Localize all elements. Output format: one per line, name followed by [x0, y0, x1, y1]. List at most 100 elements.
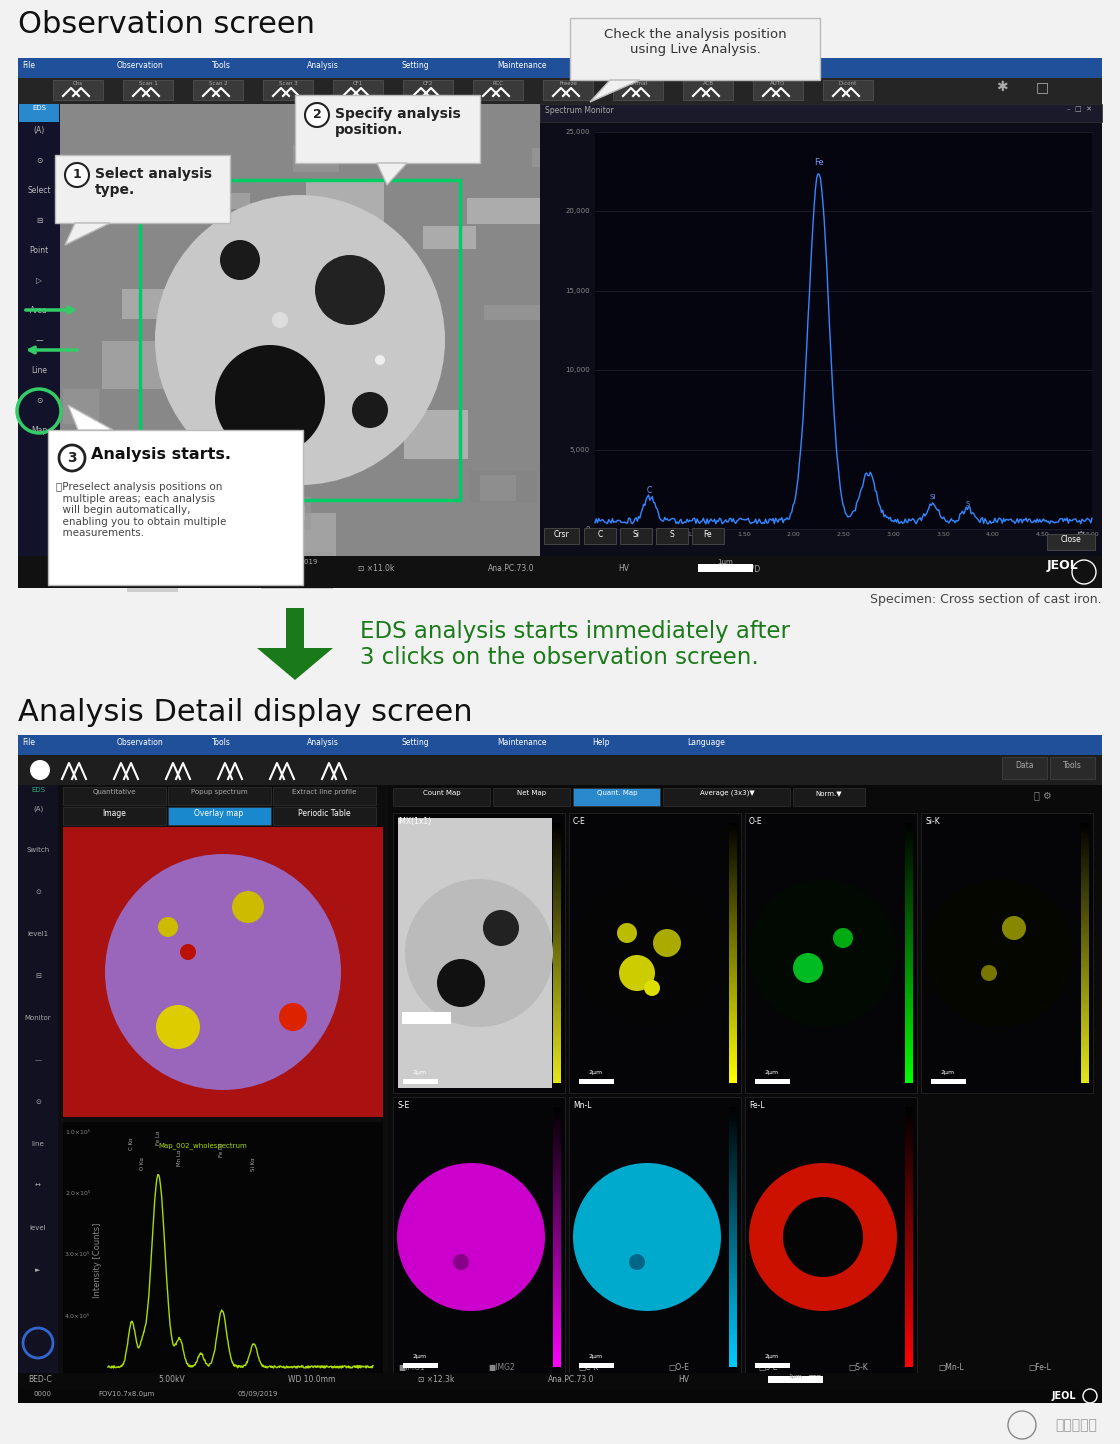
Bar [218, 193, 250, 209]
Bar [579, 1079, 614, 1084]
Bar [473, 79, 523, 100]
Bar [352, 387, 390, 430]
Bar [595, 131, 1092, 529]
Text: S/D: S/D [748, 565, 762, 573]
Text: Setting: Setting [402, 61, 430, 69]
Text: Analysis starts.: Analysis starts. [91, 448, 231, 462]
Text: ⊙: ⊙ [35, 1099, 41, 1105]
Text: 3 clicks on the observation screen.: 3 clicks on the observation screen. [360, 645, 758, 669]
Text: ►: ► [36, 1266, 40, 1274]
Text: ⊙: ⊙ [36, 396, 43, 404]
Text: Select analysis
type.: Select analysis type. [95, 168, 212, 198]
Bar [656, 529, 688, 544]
Circle shape [405, 879, 553, 1027]
Bar [193, 79, 243, 100]
Text: 0: 0 [586, 526, 590, 531]
Text: Extract line profile: Extract line profile [292, 788, 356, 796]
Bar [175, 526, 206, 562]
Text: Line: Line [31, 365, 47, 375]
Bar [273, 787, 376, 804]
Text: ↔: ↔ [35, 1183, 41, 1188]
Circle shape [315, 256, 385, 325]
Text: File: File [22, 61, 35, 69]
Text: Analysis Detail display screen: Analysis Detail display screen [18, 697, 473, 726]
Bar [18, 755, 1102, 786]
Bar [1051, 757, 1095, 778]
Text: Mn Lα: Mn Lα [177, 1149, 183, 1167]
Text: 2μm: 2μm [589, 1354, 603, 1359]
Bar [404, 410, 468, 459]
Text: 4.00: 4.00 [986, 531, 999, 537]
Polygon shape [65, 222, 110, 245]
Text: ⊡ ×12.3k: ⊡ ×12.3k [418, 1375, 455, 1383]
Bar [579, 1363, 614, 1367]
Text: Tools: Tools [212, 738, 231, 747]
Text: –  □  ✕: – □ ✕ [1067, 105, 1092, 113]
Text: Analysis: Analysis [307, 738, 339, 747]
Bar [183, 260, 228, 305]
Bar [573, 788, 660, 806]
Text: ■IMG1: ■IMG1 [398, 1363, 424, 1372]
Bar [63, 827, 383, 1118]
Text: Periodic Table: Periodic Table [298, 809, 351, 817]
Text: 5.00: 5.00 [1085, 531, 1099, 537]
Text: Close: Close [1061, 534, 1082, 544]
Text: Chs: Chs [73, 81, 83, 87]
Text: S: S [670, 530, 674, 539]
Bar [683, 79, 732, 100]
Circle shape [105, 853, 340, 1090]
Text: JEOL: JEOL [1052, 1391, 1076, 1401]
Bar [18, 58, 1102, 78]
Text: CF1: CF1 [353, 81, 363, 87]
Text: O Kα: O Kα [140, 1157, 144, 1170]
Bar [168, 807, 271, 825]
Circle shape [155, 195, 445, 485]
Bar [755, 1363, 790, 1367]
Text: Si: Si [633, 530, 640, 539]
Text: 2: 2 [212, 1376, 216, 1382]
Text: Norm.▼: Norm.▼ [815, 790, 842, 796]
Circle shape [156, 1005, 200, 1048]
Text: 0.00: 0.00 [588, 531, 601, 537]
Text: STD: STD [808, 1375, 823, 1383]
Text: □S-K: □S-K [848, 1363, 868, 1372]
Text: 2μm: 2μm [765, 1070, 780, 1074]
Bar [19, 104, 59, 121]
Text: —: — [35, 336, 43, 345]
Bar [692, 529, 724, 544]
Bar [18, 78, 1102, 104]
Text: Si Kα: Si Kα [251, 1157, 256, 1171]
Text: □Fe-L: □Fe-L [1028, 1363, 1051, 1372]
Bar [237, 283, 311, 310]
Text: C-E: C-E [573, 817, 586, 826]
Polygon shape [377, 163, 407, 185]
Text: Map: Map [31, 426, 47, 435]
Text: ✱: ✱ [996, 79, 1008, 94]
Text: ⊙: ⊙ [36, 156, 43, 165]
Bar [745, 1097, 917, 1378]
Text: File: File [22, 738, 35, 747]
Circle shape [573, 1162, 721, 1311]
Text: Observation: Observation [116, 61, 164, 69]
Text: 25,000: 25,000 [566, 129, 590, 134]
Text: ⚙: ⚙ [1074, 530, 1088, 544]
Text: 📋 ⚙: 📋 ⚙ [1034, 790, 1052, 800]
Bar [521, 448, 556, 469]
Bar [48, 430, 304, 585]
Circle shape [619, 954, 655, 991]
Text: (A): (A) [32, 804, 44, 812]
Bar [63, 827, 383, 1118]
Text: 5.0×10⁵: 5.0×10⁵ [65, 1376, 90, 1380]
Text: —: — [35, 1057, 41, 1063]
Bar [293, 254, 325, 282]
Circle shape [396, 1162, 545, 1311]
Bar [584, 529, 616, 544]
Text: Si-K: Si-K [925, 817, 940, 826]
Text: Check the analysis position
using Live Analysis.: Check the analysis position using Live A… [604, 27, 786, 56]
Bar [263, 79, 312, 100]
Bar [269, 505, 305, 520]
Text: Fe Lα: Fe Lα [156, 1131, 161, 1145]
Text: Specimen: Cross section of cast iron.: Specimen: Cross section of cast iron. [870, 593, 1102, 606]
Bar [102, 341, 179, 388]
Bar [140, 180, 460, 500]
